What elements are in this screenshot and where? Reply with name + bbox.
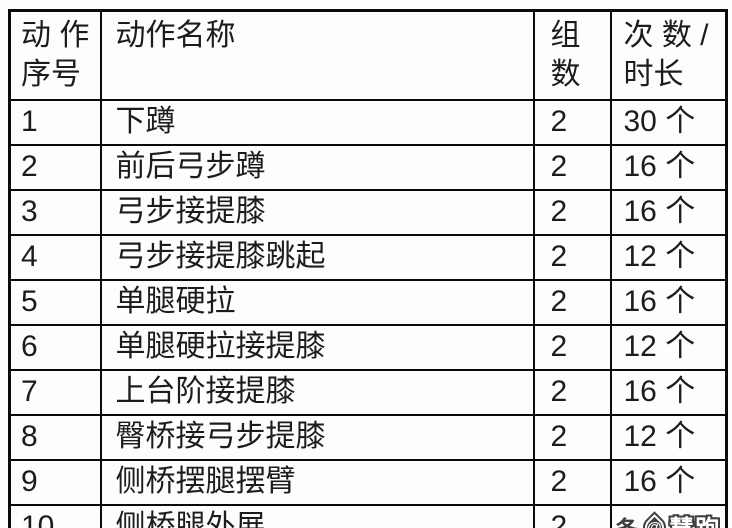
cell-seq: 1 — [8, 99, 102, 146]
cell-name: 侧桥摆腿摆臂 — [99, 459, 535, 506]
col-header-sets: 组 数 — [532, 9, 612, 101]
cell-name: 单腿硬拉接提膝 — [99, 324, 535, 371]
cell-sets: 2 — [532, 279, 612, 326]
table-row: 9 侧桥摆腿摆臂 2 16 个 — [8, 459, 728, 506]
cell-reps: 16 个 — [609, 144, 728, 191]
cell-sets: 2 — [532, 234, 612, 281]
watermark-droplet-at-icon: @ — [638, 511, 671, 528]
cell-reps: 12 个 — [609, 414, 728, 461]
cell-reps: 16 个 — [609, 279, 728, 326]
at-sign-glyph: @ — [647, 518, 662, 528]
table-row: 7 上台阶接提膝 2 16 个 — [8, 369, 728, 416]
table-row: 3 弓步接提膝 2 16 个 — [8, 189, 728, 236]
cell-name: 弓步接提膝跳起 — [99, 234, 535, 281]
table-row: 6 单腿硬拉接提膝 2 12 个 — [8, 324, 728, 371]
cell-seq: 10 — [8, 504, 102, 528]
cell-name: 弓步接提膝 — [99, 189, 535, 236]
cell-seq: 4 — [8, 234, 102, 281]
toutiao-watermark: 头条 @ 慧跑 — [613, 510, 722, 528]
cell-seq: 8 — [8, 414, 102, 461]
cell-seq: 5 — [8, 279, 102, 326]
cell-sets: 2 — [532, 459, 612, 506]
exercise-plan-table: 动 作 序号 动作名称 组 数 次 数 / 时长 1 下蹲 2 30 个 2 前… — [8, 9, 728, 528]
col-header-action-name: 动作名称 — [99, 9, 535, 101]
cell-seq: 2 — [8, 144, 102, 191]
cell-sets: 2 — [532, 324, 612, 371]
table-row: 4 弓步接提膝跳起 2 12 个 — [8, 234, 728, 281]
cell-reps: 30 个 — [609, 99, 728, 146]
table-row: 1 下蹲 2 30 个 — [8, 99, 728, 146]
cell-sets: 2 — [532, 144, 612, 191]
cell-seq: 9 — [8, 459, 102, 506]
cell-sets: 2 — [532, 414, 612, 461]
cell-name: 上台阶接提膝 — [99, 369, 535, 416]
cell-reps-with-watermark: 头条 @ 慧跑 — [609, 504, 728, 528]
table-row: 5 单腿硬拉 2 16 个 — [8, 279, 728, 326]
cell-seq: 7 — [8, 369, 102, 416]
cell-sets: 2 — [532, 189, 612, 236]
table-row: 2 前后弓步蹲 2 16 个 — [8, 144, 728, 191]
header-row: 动 作 序号 动作名称 组 数 次 数 / 时长 — [8, 9, 728, 101]
cell-reps: 16 个 — [609, 459, 728, 506]
cell-name: 侧桥腿外展 — [99, 504, 535, 528]
cell-reps: 16 个 — [609, 369, 728, 416]
cell-sets: 2 — [532, 99, 612, 146]
cell-reps: 12 个 — [609, 324, 728, 371]
cell-sets: 2 — [532, 504, 612, 528]
cell-seq: 3 — [8, 189, 102, 236]
cell-name: 下蹲 — [99, 99, 535, 146]
cell-reps: 16 个 — [609, 189, 728, 236]
cell-name: 单腿硬拉 — [99, 279, 535, 326]
table-row: 10 侧桥腿外展 2 头条 @ 慧跑 — [8, 504, 728, 528]
table-row: 8 臀桥接弓步提膝 2 12 个 — [8, 414, 728, 461]
col-header-action-seq: 动 作 序号 — [8, 9, 102, 101]
cell-name: 臀桥接弓步提膝 — [99, 414, 535, 461]
col-header-reps-duration: 次 数 / 时长 — [609, 9, 728, 101]
cell-reps: 12 个 — [609, 234, 728, 281]
watermark-brand-left: 头条 — [613, 510, 640, 528]
cell-sets: 2 — [532, 369, 612, 416]
cell-seq: 6 — [8, 324, 102, 371]
cell-name: 前后弓步蹲 — [99, 144, 535, 191]
watermark-brand-right: 慧跑 — [669, 510, 721, 528]
